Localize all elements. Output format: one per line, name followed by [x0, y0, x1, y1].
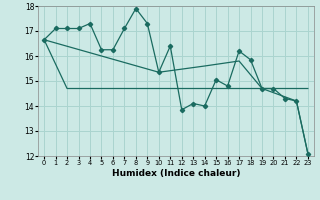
X-axis label: Humidex (Indice chaleur): Humidex (Indice chaleur) [112, 169, 240, 178]
